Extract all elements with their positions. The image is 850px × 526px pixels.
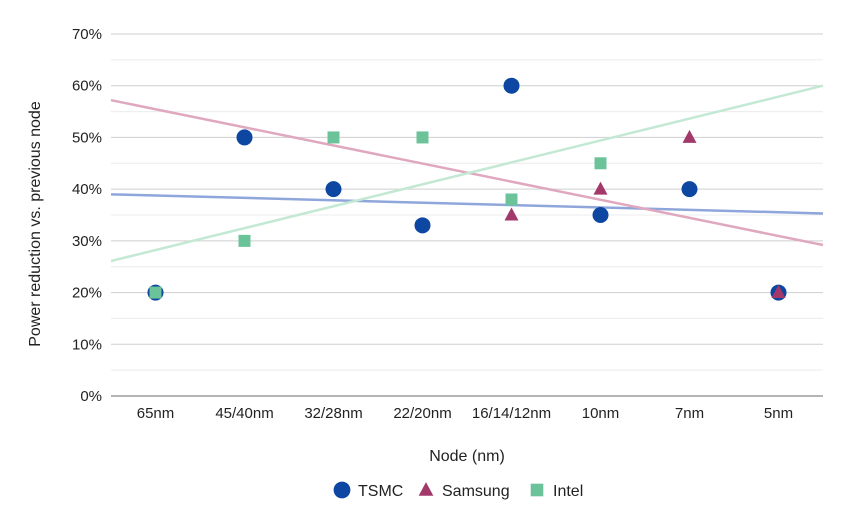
intel-point bbox=[149, 286, 162, 299]
y-axis-ticks: 0% 10% 20% 30% 40% 50% 60% 70% bbox=[72, 26, 102, 405]
y-tick-label: 50% bbox=[72, 129, 102, 146]
x-tick-label: 10nm bbox=[582, 405, 620, 422]
samsung-point bbox=[771, 285, 786, 299]
legend-marker bbox=[418, 482, 434, 496]
samsung-point bbox=[682, 129, 697, 143]
x-tick-label: 5nm bbox=[764, 405, 793, 422]
legend-item-intel: Intel bbox=[530, 483, 583, 500]
intel-point bbox=[416, 131, 429, 144]
legend-marker bbox=[333, 481, 351, 499]
legend-label: TSMC bbox=[358, 483, 403, 500]
y-tick-label: 20% bbox=[72, 285, 102, 302]
tsmc-point bbox=[681, 181, 698, 198]
tsmc-point bbox=[503, 77, 520, 94]
x-tick-label: 7nm bbox=[675, 405, 704, 422]
intel-point bbox=[505, 193, 518, 206]
y-tick-label: 40% bbox=[72, 181, 102, 198]
trendlines bbox=[110, 84, 824, 263]
trendline-intel bbox=[110, 84, 824, 263]
y-tick-label: 30% bbox=[72, 233, 102, 250]
x-axis-ticks: 65nm 45/40nm 32/28nm 22/20nm 16/14/12nm 10nm 7… bbox=[137, 405, 793, 422]
legend-label: Intel bbox=[553, 483, 583, 500]
x-tick-label: 65nm bbox=[137, 405, 175, 422]
y-tick-label: 60% bbox=[72, 78, 102, 95]
x-tick-label: 16/14/12nm bbox=[472, 405, 551, 422]
trendline-tsmc bbox=[110, 193, 824, 215]
data-points bbox=[147, 77, 787, 301]
y-axis-title: Power reduction vs. previous node bbox=[27, 101, 44, 347]
x-tick-label: 22/20nm bbox=[393, 405, 451, 422]
tsmc-point bbox=[592, 207, 609, 223]
intel-point bbox=[238, 234, 251, 247]
y-tick-label: 70% bbox=[72, 26, 102, 43]
y-tick-label: 10% bbox=[72, 336, 102, 353]
legend: TSMC Samsung Intel bbox=[333, 481, 583, 500]
legend-item-tsmc: TSMC bbox=[333, 481, 403, 500]
samsung-point bbox=[504, 207, 519, 221]
tsmc-point bbox=[414, 217, 431, 234]
intel-point bbox=[327, 131, 340, 144]
x-tick-label: 32/28nm bbox=[304, 405, 362, 422]
y-tick-label: 0% bbox=[80, 388, 102, 405]
tsmc-point bbox=[325, 181, 342, 198]
legend-label: Samsung bbox=[442, 483, 510, 500]
tsmc-point bbox=[236, 129, 253, 146]
x-axis-title: Node (nm) bbox=[429, 448, 505, 465]
legend-item-samsung: Samsung bbox=[418, 482, 510, 500]
x-tick-label: 45/40nm bbox=[215, 405, 273, 422]
intel-point bbox=[594, 157, 607, 170]
samsung-point bbox=[593, 181, 608, 195]
gridlines bbox=[111, 33, 823, 397]
legend-marker bbox=[530, 483, 544, 497]
